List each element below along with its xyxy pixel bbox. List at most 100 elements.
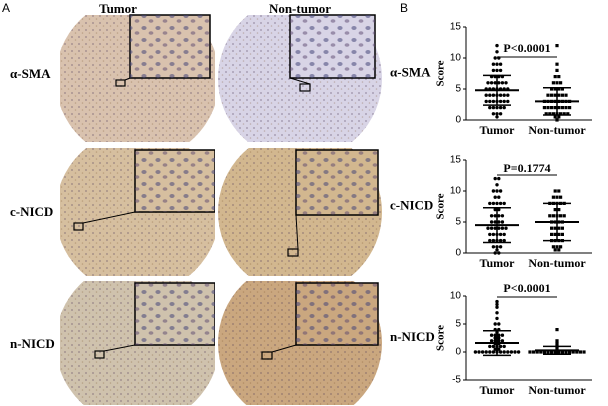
data-point xyxy=(498,238,503,243)
data-point xyxy=(559,81,563,85)
data-point xyxy=(493,251,497,255)
y-tick-label: 5 xyxy=(455,319,461,330)
data-point xyxy=(555,245,559,249)
data-point xyxy=(491,68,496,73)
data-point xyxy=(498,112,503,116)
data-point xyxy=(493,56,497,60)
data-point xyxy=(550,106,554,110)
data-point xyxy=(557,106,561,110)
data-point xyxy=(553,232,557,236)
data-point xyxy=(498,68,503,73)
y-tick-label: 0 xyxy=(455,248,461,259)
connector xyxy=(289,77,311,85)
data-point xyxy=(560,232,564,236)
data-point xyxy=(495,189,499,193)
data-point xyxy=(502,105,506,110)
data-point xyxy=(489,220,494,224)
data-point xyxy=(495,302,499,307)
data-point xyxy=(551,214,555,218)
data-point xyxy=(484,93,488,97)
data-point xyxy=(553,93,557,97)
data-point xyxy=(497,176,501,181)
data-point xyxy=(553,87,557,91)
data-point xyxy=(500,339,505,343)
data-point xyxy=(491,105,496,110)
data-point xyxy=(532,350,536,354)
data-point xyxy=(489,226,494,230)
data-point xyxy=(493,176,497,181)
data-point xyxy=(495,105,499,110)
data-point xyxy=(491,201,496,206)
connector xyxy=(271,344,297,353)
data-point xyxy=(557,75,561,79)
data-point xyxy=(506,99,510,104)
data-point xyxy=(484,350,488,354)
data-point xyxy=(498,350,503,354)
x-tick-label: Tumor xyxy=(480,383,516,397)
data-point xyxy=(495,43,499,48)
data-point xyxy=(551,195,555,199)
data-point xyxy=(506,93,510,97)
data-point xyxy=(493,347,497,351)
connector xyxy=(295,214,299,250)
data-point xyxy=(493,339,497,343)
data-point xyxy=(488,201,492,206)
data-point xyxy=(495,112,499,116)
y-tick-label: 10 xyxy=(450,53,462,64)
data-point xyxy=(495,248,499,252)
y-axis-label: Score xyxy=(435,325,447,351)
data-point xyxy=(502,232,506,237)
zoom-box xyxy=(94,350,105,359)
data-point xyxy=(488,99,492,104)
x-tick-label: Non-tumor xyxy=(528,256,586,270)
p-value: P<0.0001 xyxy=(503,281,550,295)
data-point xyxy=(493,220,497,224)
inset-cells xyxy=(135,283,215,345)
data-point xyxy=(566,112,570,116)
y-tick-label: 10 xyxy=(450,291,462,302)
data-point xyxy=(504,226,508,230)
data-point xyxy=(542,350,546,354)
data-point xyxy=(493,226,497,230)
data-point xyxy=(491,350,496,354)
data-point xyxy=(548,112,552,116)
data-point xyxy=(555,44,559,48)
data-point xyxy=(497,339,501,343)
data-point xyxy=(557,226,561,230)
inset-cells xyxy=(130,15,210,78)
data-point xyxy=(562,214,566,218)
data-point xyxy=(495,183,499,187)
data-point xyxy=(550,93,554,97)
y-tick-label: 0 xyxy=(455,115,461,126)
data-point xyxy=(550,350,554,354)
data-point xyxy=(555,62,559,66)
data-point xyxy=(493,81,497,85)
data-point xyxy=(495,311,499,315)
data-point xyxy=(553,189,557,193)
data-point xyxy=(500,81,505,85)
data-point xyxy=(497,333,501,337)
data-point xyxy=(491,99,496,104)
data-point xyxy=(578,350,582,354)
data-point xyxy=(564,350,568,354)
row-label: n-NICD xyxy=(390,329,435,344)
data-point xyxy=(550,232,554,236)
data-point xyxy=(502,344,506,349)
data-point xyxy=(559,195,563,199)
data-point xyxy=(500,214,505,218)
data-point xyxy=(513,350,517,354)
data-point xyxy=(489,333,494,337)
p-value: P<0.0001 xyxy=(503,41,550,55)
y-tick-label: 15 xyxy=(450,22,462,33)
zoom-box xyxy=(287,248,299,257)
y-tick-label: 5 xyxy=(455,217,461,228)
data-point xyxy=(535,350,539,354)
data-point xyxy=(509,350,514,354)
data-point xyxy=(497,220,501,224)
data-point xyxy=(498,105,503,110)
data-point xyxy=(493,195,497,199)
y-tick-label: 15 xyxy=(450,155,462,166)
data-point xyxy=(542,106,546,110)
x-tick-label: Non-tumor xyxy=(528,383,586,397)
data-point xyxy=(553,248,557,252)
